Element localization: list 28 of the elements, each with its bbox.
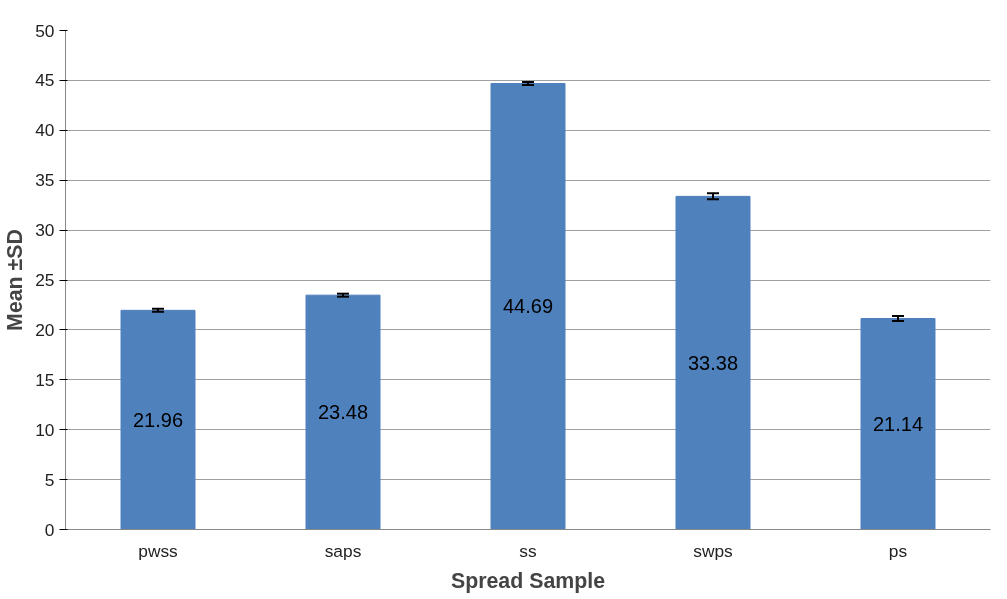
x-tick-label: ps: [888, 540, 908, 561]
y-tick-label: 50: [35, 20, 55, 41]
bar: [305, 294, 381, 530]
x-tick-label: swps: [693, 540, 734, 561]
y-tick-label: 20: [35, 319, 55, 340]
y-tick-label: 5: [44, 469, 55, 490]
y-tick-label: 30: [35, 220, 55, 241]
data-label: 44.69: [502, 295, 554, 318]
data-label: 21.96: [132, 408, 184, 431]
data-label: 33.38: [687, 351, 739, 374]
bar: [675, 195, 751, 530]
data-label: 23.48: [317, 401, 369, 424]
y-axis-title: Mean ±SD: [3, 229, 28, 331]
y-tick-label: 40: [35, 120, 55, 141]
y-tick-label: 10: [35, 419, 55, 440]
y-tick-label: 15: [35, 369, 55, 390]
y-tick-label: 45: [35, 70, 55, 91]
data-label: 21.14: [872, 413, 924, 436]
y-tick-label: 0: [44, 519, 55, 540]
bar: [490, 82, 566, 530]
x-tick-label: ss: [519, 540, 537, 561]
bar: [860, 318, 936, 530]
bar: [120, 309, 196, 530]
x-tick-label: saps: [324, 540, 362, 561]
y-tick-label: 25: [35, 270, 55, 290]
x-axis-title: Spread Sample: [450, 568, 606, 593]
x-tick-label: pwss: [138, 540, 179, 561]
y-tick-label: 35: [35, 170, 55, 191]
